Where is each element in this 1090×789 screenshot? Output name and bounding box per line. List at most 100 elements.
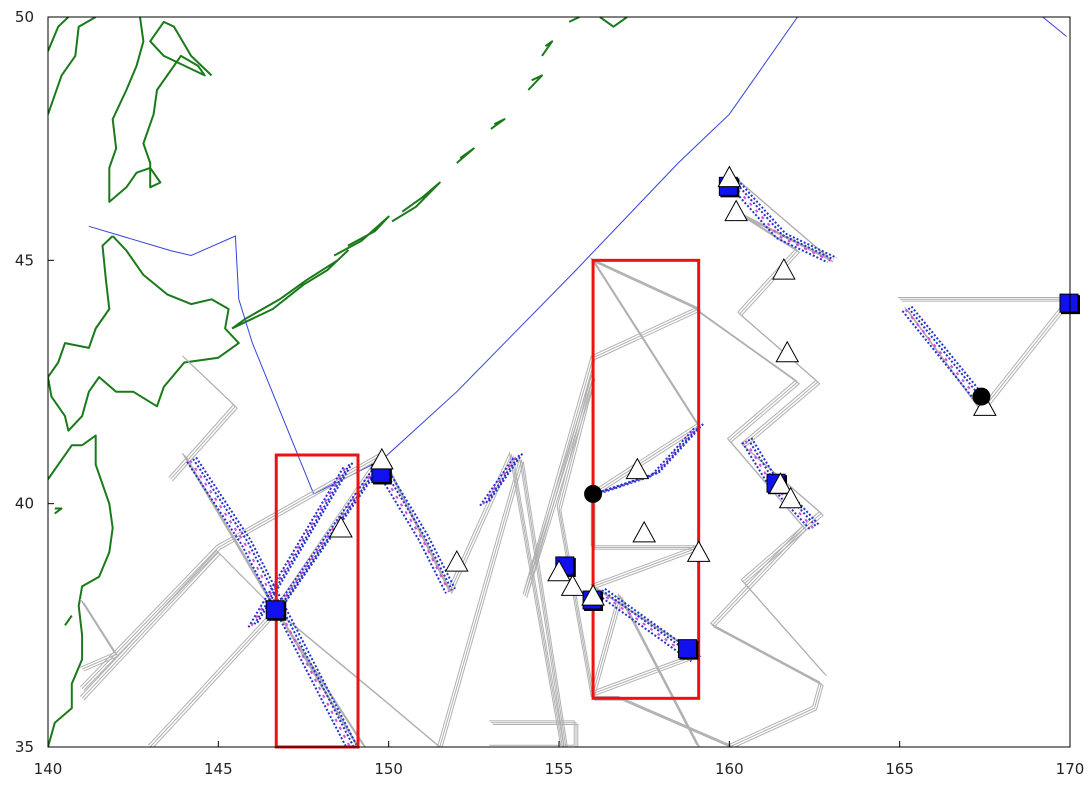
observation-track-line — [736, 179, 837, 259]
circle-marker-1 — [972, 387, 991, 406]
coastline-3 — [48, 235, 240, 432]
region-box-0 — [274, 453, 360, 749]
ship-track-4 — [168, 355, 238, 482]
axis-tick-layer: 140 145 150 155 160 165 170 35 40 45 50 — [15, 8, 1084, 778]
region-box-1 — [591, 258, 701, 700]
observation-track-5 — [592, 422, 705, 497]
observation-track-line — [598, 590, 695, 661]
y-tick-label: 50 — [15, 8, 34, 26]
observation-track-line — [274, 464, 379, 612]
ship-track-line — [730, 174, 834, 677]
observation-track-line — [907, 307, 985, 402]
boundary-line-1 — [1042, 17, 1067, 37]
ship-track-line — [560, 378, 732, 747]
observation-track-9 — [901, 305, 988, 405]
triangle-marker-9 — [717, 165, 742, 188]
ship-track-3 — [182, 452, 568, 747]
plot-frame — [47, 16, 1071, 748]
ship-track-11 — [727, 170, 834, 677]
ship-track-line — [558, 376, 733, 747]
ship-track-13 — [522, 355, 596, 599]
boundary-line-0 — [88, 17, 798, 495]
ship-track-10 — [693, 306, 824, 747]
ship-track-12 — [897, 297, 1070, 414]
observation-track-line — [247, 466, 345, 628]
observation-track-line — [373, 466, 447, 594]
observation-track-line — [253, 463, 351, 625]
observation-track-line — [601, 422, 705, 493]
ship-track-9 — [489, 720, 579, 747]
observation-track-line — [192, 458, 355, 747]
observation-track-line — [598, 424, 702, 494]
triangle-marker-6 — [625, 457, 650, 480]
observation-track-line — [488, 451, 524, 502]
coastline-12 — [599, 17, 628, 28]
ship-track-line — [83, 455, 565, 747]
observation-track-line — [904, 308, 982, 403]
ship-track-line — [172, 359, 238, 482]
observation-track-line — [482, 454, 518, 505]
observation-track-4 — [479, 451, 524, 507]
ship-track-line — [83, 602, 119, 672]
ship-track-layer — [79, 170, 1070, 747]
y-tick-label: 35 — [15, 738, 34, 756]
ship-track-line — [489, 720, 575, 746]
region-box-layer — [274, 258, 701, 749]
ship-track-line — [81, 600, 117, 670]
y-tick-label: 45 — [15, 251, 34, 269]
circle-marker-0 — [584, 484, 603, 503]
observation-track-line — [256, 461, 354, 624]
triangle-marker-5 — [581, 584, 605, 606]
coastline-8 — [490, 118, 506, 130]
ship-track-line — [901, 300, 1070, 414]
ship-track-line — [696, 310, 824, 747]
ship-track-line — [182, 452, 565, 747]
ship-track-line — [81, 453, 563, 747]
triangle-marker-11 — [771, 258, 796, 280]
observation-track-line — [186, 461, 348, 747]
coastline-10 — [541, 40, 554, 57]
observation-track-1 — [271, 461, 385, 614]
observation-track-line — [382, 461, 456, 590]
observation-track-line — [189, 459, 352, 747]
square-marker-0 — [265, 600, 285, 620]
coastline-2 — [108, 17, 213, 203]
ship-track-line — [693, 306, 821, 746]
triangle-marker-12 — [775, 340, 800, 363]
ship-track-line — [524, 357, 594, 597]
observation-track-7 — [727, 179, 837, 264]
ship-track-7 — [556, 375, 733, 747]
x-tick-label: 160 — [715, 760, 744, 778]
ship-track-line — [526, 359, 596, 599]
coastline-7 — [456, 147, 475, 164]
coastline-13 — [48, 434, 114, 747]
observation-track-line — [730, 182, 831, 262]
triangle-marker-10 — [724, 199, 748, 222]
triangle-marker-13 — [768, 472, 793, 494]
coastline-11 — [568, 17, 580, 23]
boundary-layer — [88, 17, 1067, 495]
observation-track-0 — [186, 456, 358, 747]
observation-track-line — [733, 180, 834, 261]
observation-track-line — [376, 464, 450, 593]
coastline-9 — [527, 74, 543, 91]
coastline-14 — [48, 444, 83, 480]
coastline-4 — [231, 249, 349, 330]
triangle-marker-3 — [547, 559, 571, 582]
ship-track-line — [593, 260, 702, 747]
observation-track-line — [741, 441, 812, 531]
coastline-15 — [54, 507, 63, 515]
x-tick-label: 150 — [374, 760, 403, 778]
triangle-marker-8 — [686, 540, 711, 562]
triangle-marker-2 — [444, 550, 469, 572]
triangle-marker-1 — [329, 515, 353, 538]
square-marker-4 — [677, 639, 697, 659]
ship-track-line — [589, 257, 699, 746]
observation-track-line — [595, 592, 692, 663]
observation-track-line — [379, 463, 453, 591]
ship-track-line — [490, 722, 577, 747]
observation-track-6 — [595, 587, 701, 663]
ship-track-line — [695, 308, 822, 747]
ship-track-6 — [79, 598, 119, 672]
